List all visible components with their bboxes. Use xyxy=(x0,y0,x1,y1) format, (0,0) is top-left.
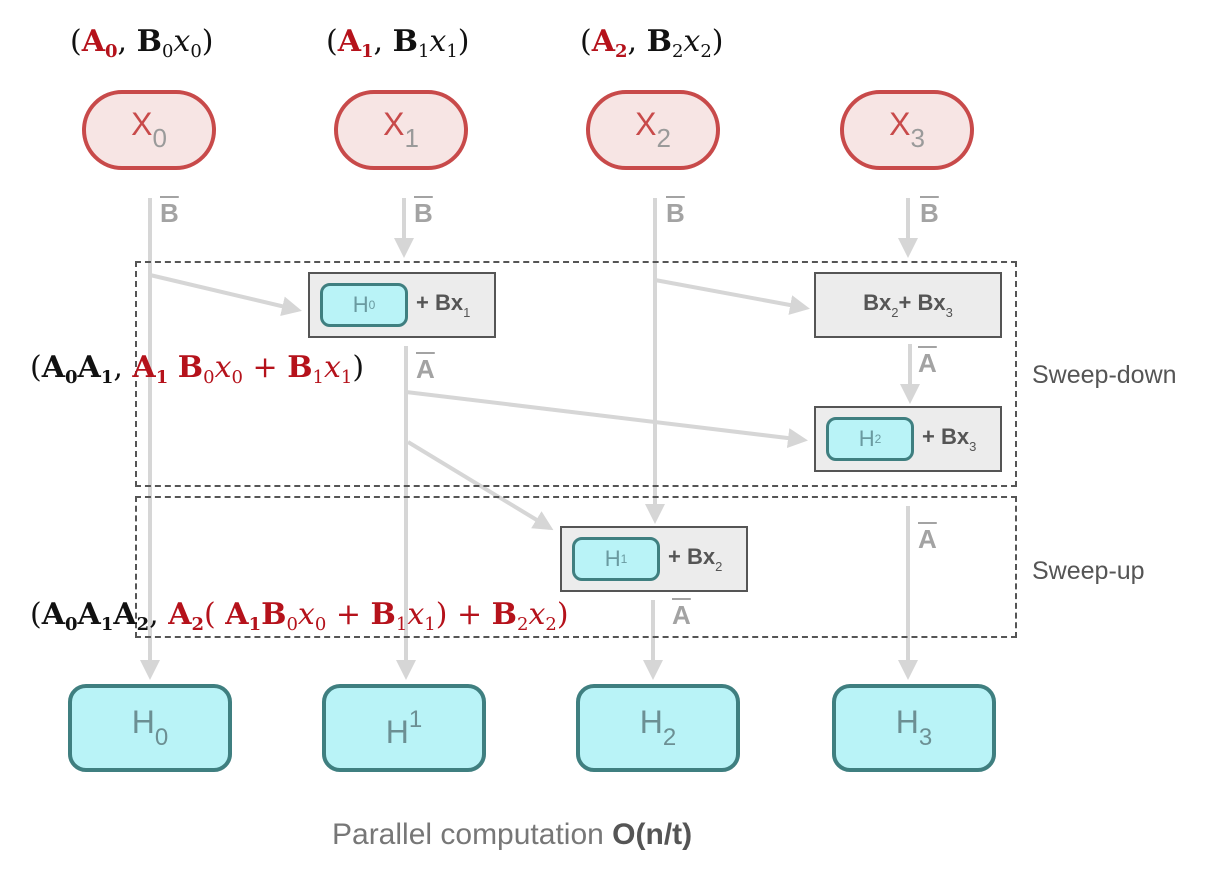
formula-sweep-up: (A0A1A2, A2( A1B0x0 + B1x1) + B2x2) xyxy=(30,597,569,635)
input-node-x1: X1 xyxy=(334,90,468,170)
sweep-down-label: Sweep-down xyxy=(1032,361,1177,389)
output-node-h3: H3 xyxy=(832,684,996,772)
edge-label-b-1: B xyxy=(414,198,433,228)
tuple-2: (A2, B2x2) xyxy=(580,24,724,62)
edge-label-b-0: B xyxy=(160,198,179,228)
formula-sweep-down: (A0A1, A1 B0x0 + B1x1) xyxy=(30,350,365,388)
edge-label-a-1: A xyxy=(416,354,435,384)
edge-label-a-3b: A xyxy=(918,524,937,554)
arrow-x2-box2 xyxy=(654,278,810,315)
tuple-1: (A1, B1x1) xyxy=(326,24,470,62)
input-node-x0: X0 xyxy=(82,90,216,170)
edge-label-b-3: B xyxy=(920,198,939,228)
input-node-x2: X2 xyxy=(586,90,720,170)
output-node-h1: H1 xyxy=(322,684,486,772)
output-node-h2: H2 xyxy=(576,684,740,772)
edge-label-b-2: B xyxy=(666,198,685,228)
sweep-down-region xyxy=(135,261,1017,487)
tuple-0: (A0, B0x0) xyxy=(70,24,214,62)
caption: Parallel computation O(n/t) xyxy=(332,818,693,851)
edge-label-a-2: A xyxy=(672,600,691,630)
arrow-x0-box1 xyxy=(149,273,302,317)
sweep-up-label: Sweep-up xyxy=(1032,557,1145,585)
sweep-up-region xyxy=(135,496,1017,638)
output-node-h0: H0 xyxy=(68,684,232,772)
op-box-bx2-bx3: Bx2+ Bx3 xyxy=(814,272,1002,338)
input-node-x3: X3 xyxy=(840,90,974,170)
arrow-box1-box3 xyxy=(405,390,808,449)
edge-label-a-3: A xyxy=(918,348,937,378)
